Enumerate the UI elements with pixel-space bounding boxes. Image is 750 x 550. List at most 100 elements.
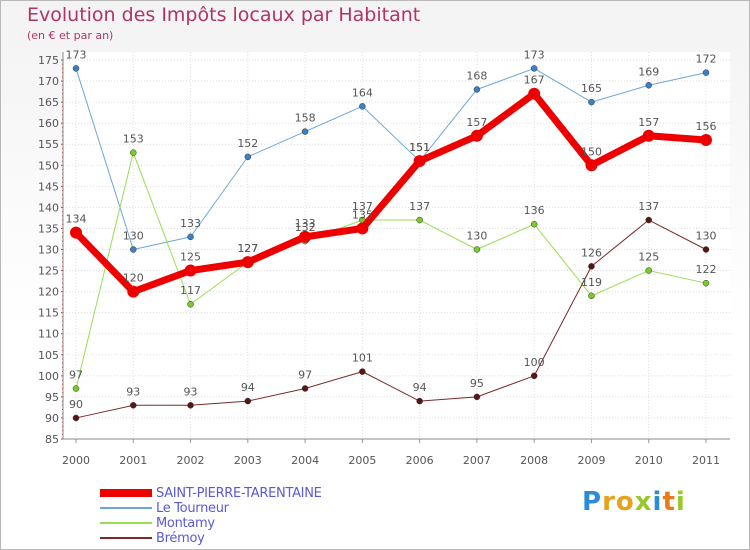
data-point — [645, 267, 652, 274]
data-label: 97 — [298, 368, 312, 381]
data-point — [702, 246, 710, 253]
data-label: 151 — [409, 141, 430, 154]
logo-letter: P — [582, 487, 603, 517]
logo-letter: r — [602, 487, 616, 517]
x-tick-label: 2003 — [234, 454, 262, 467]
data-point — [530, 372, 538, 380]
legend-item-saint-pierre-tarentaine: SAINT-PIERRE-TARENTAINE — [100, 485, 322, 501]
x-tick-label: 2011 — [692, 454, 720, 467]
data-label: 167 — [524, 74, 545, 87]
legend-swatch-bremoy — [100, 537, 152, 539]
data-point — [356, 222, 369, 235]
y-tick-label: 135 — [38, 222, 59, 235]
x-tick-label: 2006 — [406, 454, 434, 467]
grid — [63, 52, 730, 440]
data-label: 151 — [409, 141, 430, 154]
data-label: 117 — [180, 284, 201, 297]
data-label: 133 — [295, 217, 316, 230]
logo-letter: i — [675, 487, 686, 517]
y-tick-label: 170 — [38, 75, 59, 88]
data-point — [187, 300, 194, 308]
logo-letter: i — [652, 487, 663, 517]
proxiti-logo: Proxiti — [582, 487, 686, 517]
data-label: 93 — [126, 385, 140, 398]
data-label: 157 — [638, 116, 659, 129]
data-point — [588, 98, 595, 106]
x-tick-label: 2000 — [62, 454, 90, 467]
data-point — [299, 230, 312, 243]
x-tick-label: 2010 — [635, 454, 663, 467]
y-tick-label: 150 — [38, 159, 59, 172]
data-label: 158 — [295, 112, 316, 125]
x-tick-label: 2009 — [577, 454, 605, 467]
data-point — [585, 159, 598, 172]
data-label: 90 — [69, 398, 83, 411]
y-tick-label: 175 — [38, 54, 59, 67]
data-label: 93 — [184, 385, 198, 398]
data-point — [244, 397, 252, 405]
data-label: 168 — [466, 69, 487, 82]
data-point — [70, 226, 82, 239]
y-tick-label: 110 — [38, 328, 59, 341]
x-tick-label: 2002 — [177, 454, 205, 467]
data-label: 101 — [352, 352, 373, 365]
logo-letter: t — [662, 487, 676, 517]
data-label: 122 — [696, 263, 717, 276]
data-label: 156 — [696, 120, 717, 133]
data-label: 150 — [581, 145, 602, 158]
data-point — [359, 368, 366, 375]
data-label: 136 — [524, 204, 545, 217]
data-point — [528, 87, 541, 100]
x-tick-label: 2007 — [463, 454, 491, 467]
x-tick-label: 2001 — [119, 454, 147, 467]
y-tick-label: 130 — [38, 244, 59, 257]
data-point — [530, 220, 538, 228]
legend-swatch-saint-pierre-tarentaine — [100, 489, 152, 497]
data-point — [301, 128, 309, 135]
data-point — [244, 153, 252, 161]
data-point — [187, 402, 194, 409]
data-point — [702, 69, 710, 76]
y-tick-label: 125 — [38, 265, 59, 278]
series-line-1 — [75, 67, 707, 250]
y-tick-label: 165 — [38, 96, 59, 109]
data-point — [642, 129, 655, 142]
y-tick-label: 115 — [38, 307, 59, 320]
data-point — [702, 279, 710, 287]
data-label: 133 — [180, 217, 201, 230]
legend-label-saint-pierre-tarentaine: SAINT-PIERRE-TARENTAINE — [156, 485, 322, 501]
y-tick-label: 95 — [45, 391, 59, 404]
legend-label-le-tourneur: Le Tourneur — [156, 500, 229, 516]
data-label: 127 — [237, 242, 258, 255]
y-tick-label: 120 — [38, 286, 59, 299]
legend-swatch-le-tourneur — [100, 507, 152, 509]
x-tick-label: 2008 — [520, 454, 548, 467]
series-line-0 — [72, 90, 710, 296]
data-point — [359, 103, 366, 110]
data-point — [530, 65, 538, 72]
y-tick-label: 155 — [38, 138, 59, 151]
data-label: 127 — [237, 242, 258, 255]
y-tick-label: 160 — [38, 117, 59, 130]
data-label: 94 — [413, 381, 427, 394]
data-point — [473, 86, 481, 93]
y-tick-label: 145 — [38, 180, 59, 193]
data-point — [645, 82, 652, 89]
data-label: 134 — [66, 213, 87, 226]
legend-item-montamy: Montamy — [100, 515, 215, 531]
data-point — [416, 216, 423, 224]
data-label: 130 — [696, 230, 717, 243]
data-point — [301, 385, 309, 392]
data-label: 137 — [352, 200, 373, 213]
data-point — [413, 155, 426, 168]
data-point — [588, 292, 595, 300]
series-line-3 — [75, 219, 707, 419]
data-point — [645, 216, 652, 224]
data-label: 137 — [638, 200, 659, 213]
data-label: 120 — [123, 272, 144, 285]
series-lines — [70, 65, 712, 422]
plot-area — [63, 52, 730, 439]
data-point — [187, 233, 194, 241]
legend-item-bremoy: Brémoy — [100, 530, 205, 546]
